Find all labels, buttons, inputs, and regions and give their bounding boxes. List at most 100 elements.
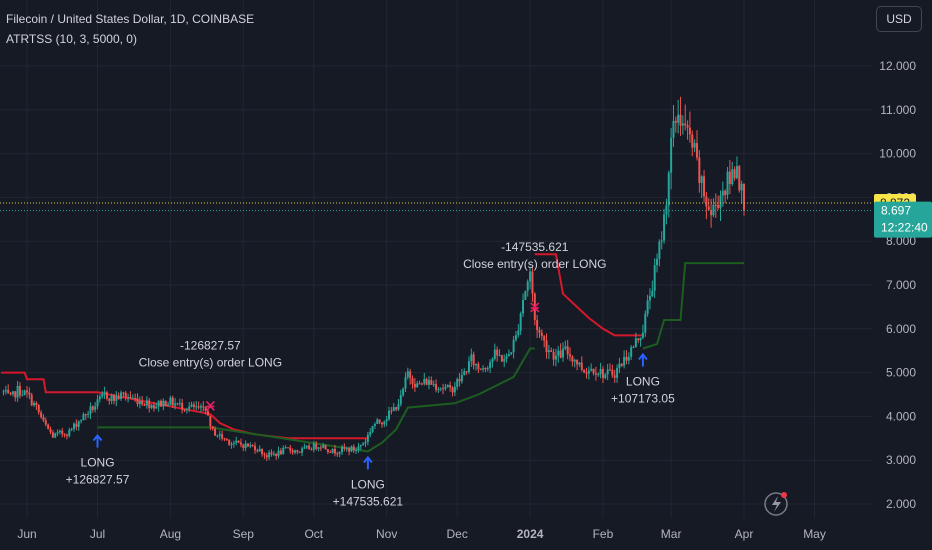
candle-body [331,448,334,453]
long-label: +147535.621 [333,494,404,508]
currency-button[interactable]: USD [876,6,922,32]
candle-body [176,403,179,405]
flash-icon-bolt [772,496,781,512]
candle-body [7,389,10,394]
stop-line-short [1,371,368,440]
candle-body [576,359,579,365]
x-tick-label: 2024 [517,527,544,541]
candle-body [670,137,673,173]
candle-body [475,363,478,366]
candle-body [634,338,637,348]
candle-body [9,393,12,395]
candle-body [691,134,694,148]
candle-body [221,434,224,439]
candle-body [479,369,482,371]
candle-body [204,406,207,411]
candle-body [505,356,508,360]
candle-body [244,443,247,449]
candle-body [724,190,727,196]
candle-body [519,313,522,331]
candle-body [416,383,419,388]
y-tick-label: 6.000 [886,322,916,336]
candle-body [388,410,391,420]
candle-body [317,447,320,449]
candle-body [665,205,668,215]
candle-body [395,407,398,410]
candle-body [312,443,315,450]
last-price-tag [874,201,932,238]
candle-body [242,444,245,449]
candle-body [16,385,19,398]
candle-body [192,404,195,407]
candle-body [293,450,296,453]
candle-body [700,176,703,183]
x-tick-label: Aug [160,527,181,541]
candle-body [585,372,588,374]
candle-body [446,384,449,387]
candle-body [522,299,525,314]
axes: 2.0003.0004.0005.0006.0007.0008.0009.000… [17,59,916,541]
candle-body [604,374,607,378]
candle-body [134,398,137,400]
candle-body [677,114,680,123]
candle-body [493,349,496,360]
candle-body [641,332,644,338]
candle-body [439,388,442,390]
long-label: LONG [81,456,115,470]
candle-body [202,406,205,408]
candle-body [397,404,400,410]
candle-body [223,438,226,440]
candle-body [23,390,26,396]
candle-body [65,434,68,436]
candle-body [571,356,574,362]
candle-body [197,406,200,408]
candle-body [430,380,433,385]
candle-body [30,394,33,406]
candle-body [61,430,64,435]
candle-body [326,449,329,452]
candle-body [684,123,687,125]
candle-body [517,330,520,336]
candle-body [237,440,240,443]
y-tick-label: 4.000 [886,409,916,423]
candle-body [404,377,407,389]
y-tick-label: 12.000 [879,59,916,73]
candle-body [453,386,456,393]
candle-body [392,407,395,412]
candle-body [275,453,278,457]
candle-body [435,384,438,390]
candle-body [37,405,40,413]
alert-flash-icon[interactable] [764,492,788,516]
candle-body [117,396,120,400]
candle-body [164,400,167,407]
candle-body [693,143,696,148]
candle-body [498,355,501,357]
candle-body [279,450,282,455]
candle-body [467,361,470,373]
candle-body [738,166,741,191]
candle-body [195,406,198,408]
candle-body [524,290,527,300]
indicator-legend[interactable]: ATRTSS (10, 3, 5000, 0) [6,32,137,46]
candle-body [674,120,677,123]
candle-body [70,428,73,430]
long-label: +126827.57 [66,473,130,487]
candle-body [594,373,597,375]
candle-body [73,423,76,429]
candle-body [658,241,661,259]
candle-body [235,440,238,443]
signals: LONG +126827.57 -126827.57 Close entry(s) o… [66,240,675,509]
candle-body [14,391,17,398]
candle-body [679,114,682,126]
candle-body [383,421,386,425]
candle-body [482,368,485,370]
x-tick-label: Jul [90,527,105,541]
candle-body [4,389,7,392]
long-label: LONG [626,375,660,389]
candle-body [364,441,367,444]
candle-body [432,384,435,386]
candle-body [423,378,426,384]
candle-body [263,454,266,456]
y-tick-label: 5.000 [886,366,916,380]
